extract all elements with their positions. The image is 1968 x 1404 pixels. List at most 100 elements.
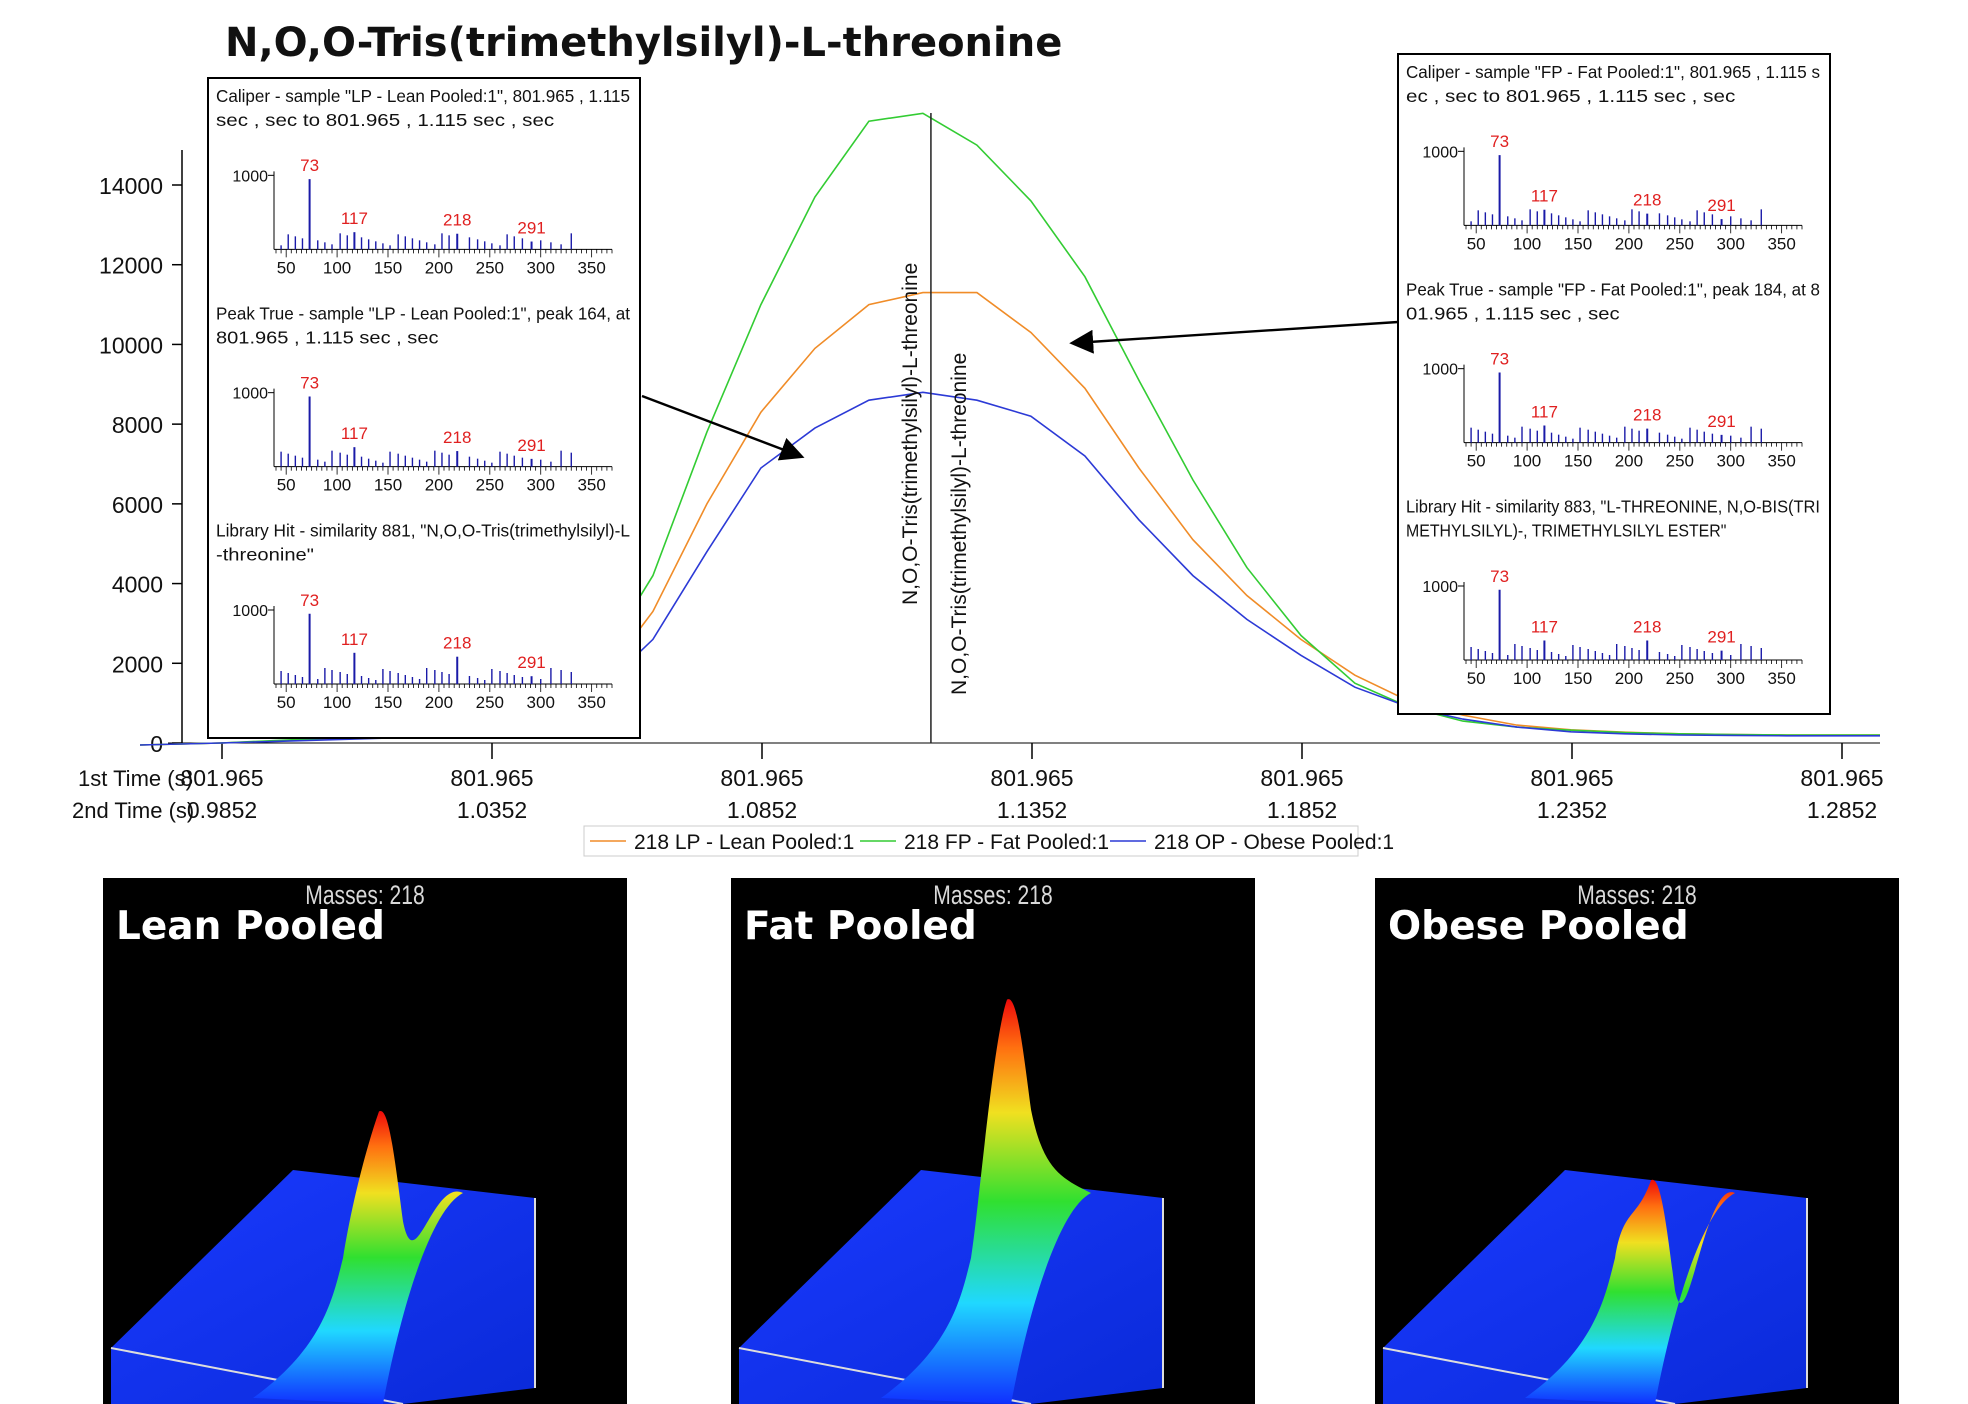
spectrum-x-tick-label: 350: [577, 476, 605, 495]
spectrum-header: ec , sec to 801.965 , 1.115 sec , sec: [1406, 86, 1736, 106]
spectrum-peak-label: 117: [1531, 403, 1558, 422]
spectrum-x-tick-label: 50: [1467, 452, 1486, 471]
spectrum-header: 801.965 , 1.115 sec , sec: [216, 327, 439, 347]
spectrum-header: Library Hit - similarity 881, "N,O,O-Tri…: [216, 521, 630, 541]
inset-frame: [207, 77, 641, 739]
spectrum-header: METHYLSILYL)-, TRIMETHYLSILYL ESTER": [1406, 521, 1726, 541]
spectrum-peak-label: 218: [1633, 618, 1661, 637]
y-tick-label: 2000: [112, 651, 163, 677]
spectrum-peak-label: 291: [1707, 196, 1735, 215]
spectrum-x-tick-label: 300: [1717, 234, 1745, 253]
surface-panel-title: Fat Pooled: [744, 904, 977, 949]
spectrum-peak-label: 117: [341, 424, 368, 443]
spectrum-x-tick-label: 250: [1666, 669, 1694, 688]
x-tick-label-1st: 801.965: [450, 765, 533, 791]
spectrum-peak-label: 73: [1490, 132, 1509, 151]
x-tick-label-2nd: 1.1352: [997, 797, 1067, 823]
spectrum-peak-label: 291: [1707, 628, 1735, 647]
x-tick-label-2nd: 0.9852: [187, 797, 257, 823]
spectrum-peak-label: 218: [1633, 406, 1661, 425]
spectrum-header: -threonine": [216, 545, 314, 565]
spectrum-peak-label: 218: [443, 428, 471, 447]
spectrum-peak-label: 218: [443, 634, 471, 653]
spectrum-x-tick-label: 250: [476, 258, 504, 277]
spectrum-y-tick-label: 1000: [1422, 362, 1458, 379]
spectrum-x-tick-label: 100: [323, 258, 351, 277]
spectrum-peak-label: 218: [1633, 191, 1661, 210]
surface-masses-label: Masses: 218: [305, 880, 425, 910]
spectrum-x-tick-label: 250: [476, 476, 504, 495]
spectrum-x-tick-label: 150: [374, 693, 402, 712]
spectrum-header: Caliper - sample "LP - Lean Pooled:1", 8…: [216, 86, 630, 106]
ms-inset-left: Caliper - sample "LP - Lean Pooled:1", 8…: [207, 77, 641, 739]
spectrum-peak-label: 291: [517, 436, 545, 455]
series-baseline-3: [139, 742, 221, 746]
x-tick-label-1st: 801.965: [990, 765, 1073, 791]
spectrum-header: Peak True - sample "FP - Fat Pooled:1", …: [1406, 279, 1820, 299]
x-axis-label-1st: 1st Time (s): [78, 766, 193, 791]
spectrum-x-tick-label: 150: [374, 258, 402, 277]
spectrum-header: Caliper - sample "FP - Fat Pooled:1", 80…: [1406, 62, 1820, 82]
spectrum-y-tick-label: 1000: [1422, 144, 1458, 161]
x-axis-label-2nd: 2nd Time (s): [72, 798, 194, 823]
y-tick-label: 14000: [99, 173, 163, 199]
x-tick-label-2nd: 1.0352: [457, 797, 527, 823]
spectrum-x-tick-label: 100: [1513, 669, 1541, 688]
spectrum-peak-label: 218: [443, 211, 471, 230]
surface-panel-title: Obese Pooled: [1388, 904, 1689, 949]
chart-title: N,O,O-Tris(trimethylsilyl)-L-threonine: [225, 20, 1062, 66]
surface-floor: [1383, 1170, 1807, 1404]
arrow-right-inset: [1069, 320, 1399, 354]
spectrum-x-tick-label: 300: [527, 476, 555, 495]
spectrum-x-tick-label: 200: [1615, 234, 1643, 253]
spectrum-x-tick-label: 100: [323, 476, 351, 495]
spectrum-y-tick-label: 1000: [232, 168, 268, 185]
peak-label-1: N,O,O-Tris(trimethylsilyl)-L-threonine: [899, 263, 922, 605]
inset-frame: [1397, 53, 1831, 715]
legend-label-1: 218 LP - Lean Pooled:1: [634, 831, 854, 854]
spectrum-peak-label: 73: [300, 373, 319, 392]
spectrum-y-tick-label: 1000: [232, 386, 268, 403]
spectrum-peak-label: 117: [1531, 187, 1558, 206]
spectrum-x-tick-label: 100: [323, 693, 351, 712]
spectrum-x-tick-label: 200: [425, 258, 453, 277]
spectrum-x-tick-label: 350: [1767, 452, 1795, 471]
surface-peak: [1525, 1179, 1735, 1404]
spectrum-peak-label: 291: [1707, 412, 1735, 431]
legend: [583, 825, 1359, 857]
peak-label-2: N,O,O-Tris(trimethylsilyl)-L-threonine: [948, 353, 971, 695]
surface-masses-label: Masses: 218: [1577, 880, 1697, 910]
arrow-left-inset: [641, 394, 805, 461]
spectrum-peak-label: 73: [1490, 349, 1509, 368]
spectrum-peak-label: 117: [341, 209, 368, 228]
spectrum-x-tick-label: 100: [1513, 452, 1541, 471]
x-tick-label-1st: 801.965: [1530, 765, 1613, 791]
spectrum-x-tick-label: 100: [1513, 234, 1541, 253]
surface-panel: Masses: 218 Lean Pooled: [103, 878, 627, 1404]
spectrum-x-tick-label: 300: [1717, 669, 1745, 688]
spectrum-peak-label: 73: [1490, 567, 1509, 586]
spectrum-x-tick-label: 250: [476, 693, 504, 712]
spectrum-x-tick-label: 50: [277, 258, 296, 277]
spectrum-peak-label: 73: [300, 591, 319, 610]
x-tick-label-2nd: 1.1852: [1267, 797, 1337, 823]
spectrum-x-tick-label: 50: [1467, 234, 1486, 253]
surface-panel: Masses: 218 Fat Pooled: [731, 878, 1255, 1404]
surface-panel: Masses: 218 Obese Pooled: [1375, 878, 1899, 1404]
surface-masses-label: Masses: 218: [933, 880, 1053, 910]
ms-inset-right: Caliper - sample "FP - Fat Pooled:1", 80…: [1397, 53, 1831, 715]
spectrum-x-tick-label: 200: [425, 693, 453, 712]
surface-peak: [881, 999, 1091, 1404]
spectrum-header: Library Hit - similarity 883, "L-THREONI…: [1406, 497, 1820, 517]
y-tick-label: 10000: [99, 332, 163, 358]
surface-panel-title: Lean Pooled: [116, 904, 385, 949]
spectrum-x-tick-label: 150: [1564, 234, 1592, 253]
x-tick-label-1st: 801.965: [1260, 765, 1343, 791]
spectrum-x-tick-label: 50: [1467, 669, 1486, 688]
spectrum-x-tick-label: 350: [577, 258, 605, 277]
y-tick-label: 12000: [99, 253, 163, 279]
y-tick-label: 6000: [112, 492, 163, 518]
spectrum-x-tick-label: 250: [1666, 234, 1694, 253]
